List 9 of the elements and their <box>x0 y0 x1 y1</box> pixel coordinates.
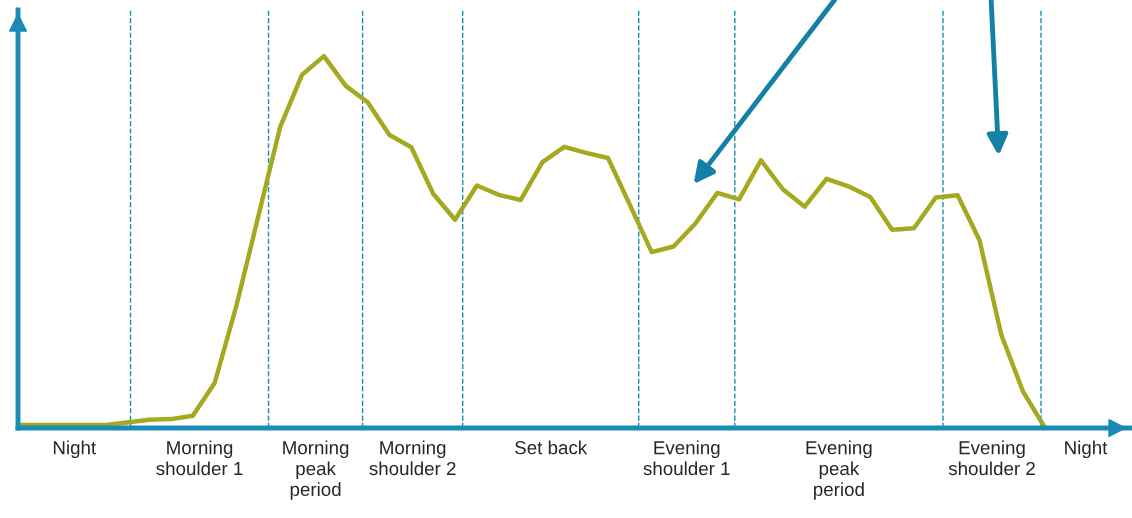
text: Evening peak period <box>806 440 872 500</box>
text: Night <box>1065 440 1108 459</box>
text: Evening shoulder 1 <box>643 440 730 476</box>
text: Set back <box>515 440 588 455</box>
text: Morning shoulder 2 <box>369 440 456 476</box>
text: Evening shoulder 2 <box>948 440 1035 476</box>
text: Morning shoulder 1 <box>156 440 243 476</box>
text: Night <box>53 440 97 459</box>
text: Morning peak period <box>283 440 349 500</box>
